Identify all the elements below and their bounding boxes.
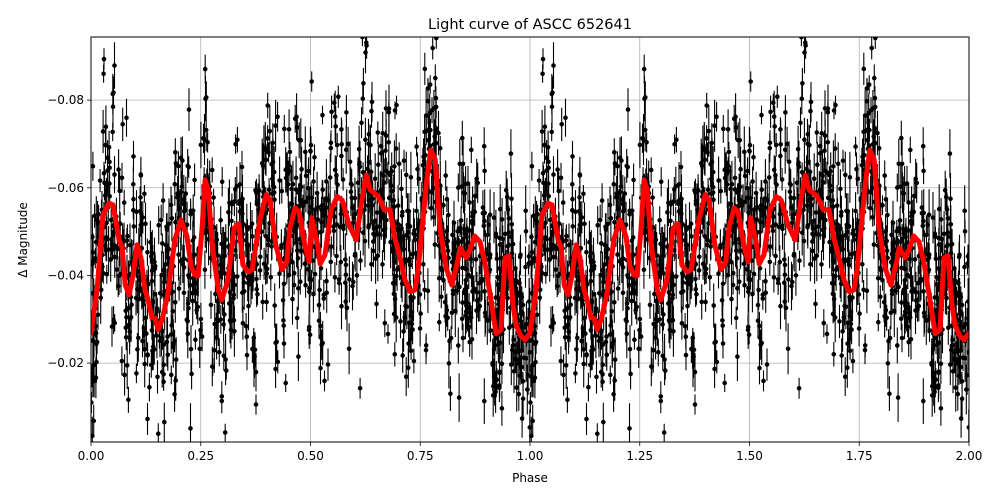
x-tick-label: 1.75 <box>846 449 873 463</box>
y-axis-ticks: −0.08 −0.06 −0.04 −0.02 <box>47 93 91 370</box>
model-line <box>91 147 969 343</box>
chart-title: Light curve of ASCC 652641 <box>428 17 632 33</box>
x-axis-ticks: 0.00 0.25 0.50 0.75 1.00 1.25 1.50 1.75 2.00 <box>78 442 983 463</box>
x-tick-label: 2.00 <box>956 449 983 463</box>
model-curve <box>91 147 969 343</box>
x-tick-label: 1.25 <box>626 449 653 463</box>
y-axis-label: Δ Magnitude <box>16 202 30 278</box>
y-tick-label: −0.08 <box>47 93 84 107</box>
data-point-markers <box>91 37 969 439</box>
x-tick-label: 0.25 <box>187 449 214 463</box>
x-tick-label: 1.50 <box>736 449 763 463</box>
x-tick-label: 0.00 <box>78 449 105 463</box>
x-tick-label: 1.00 <box>517 449 544 463</box>
y-tick-label: −0.02 <box>47 356 84 370</box>
x-tick-label: 0.50 <box>297 449 324 463</box>
y-tick-label: −0.06 <box>47 181 84 195</box>
x-tick-label: 0.75 <box>407 449 434 463</box>
y-tick-label: −0.04 <box>47 268 84 282</box>
x-axis-label: Phase <box>512 471 548 485</box>
